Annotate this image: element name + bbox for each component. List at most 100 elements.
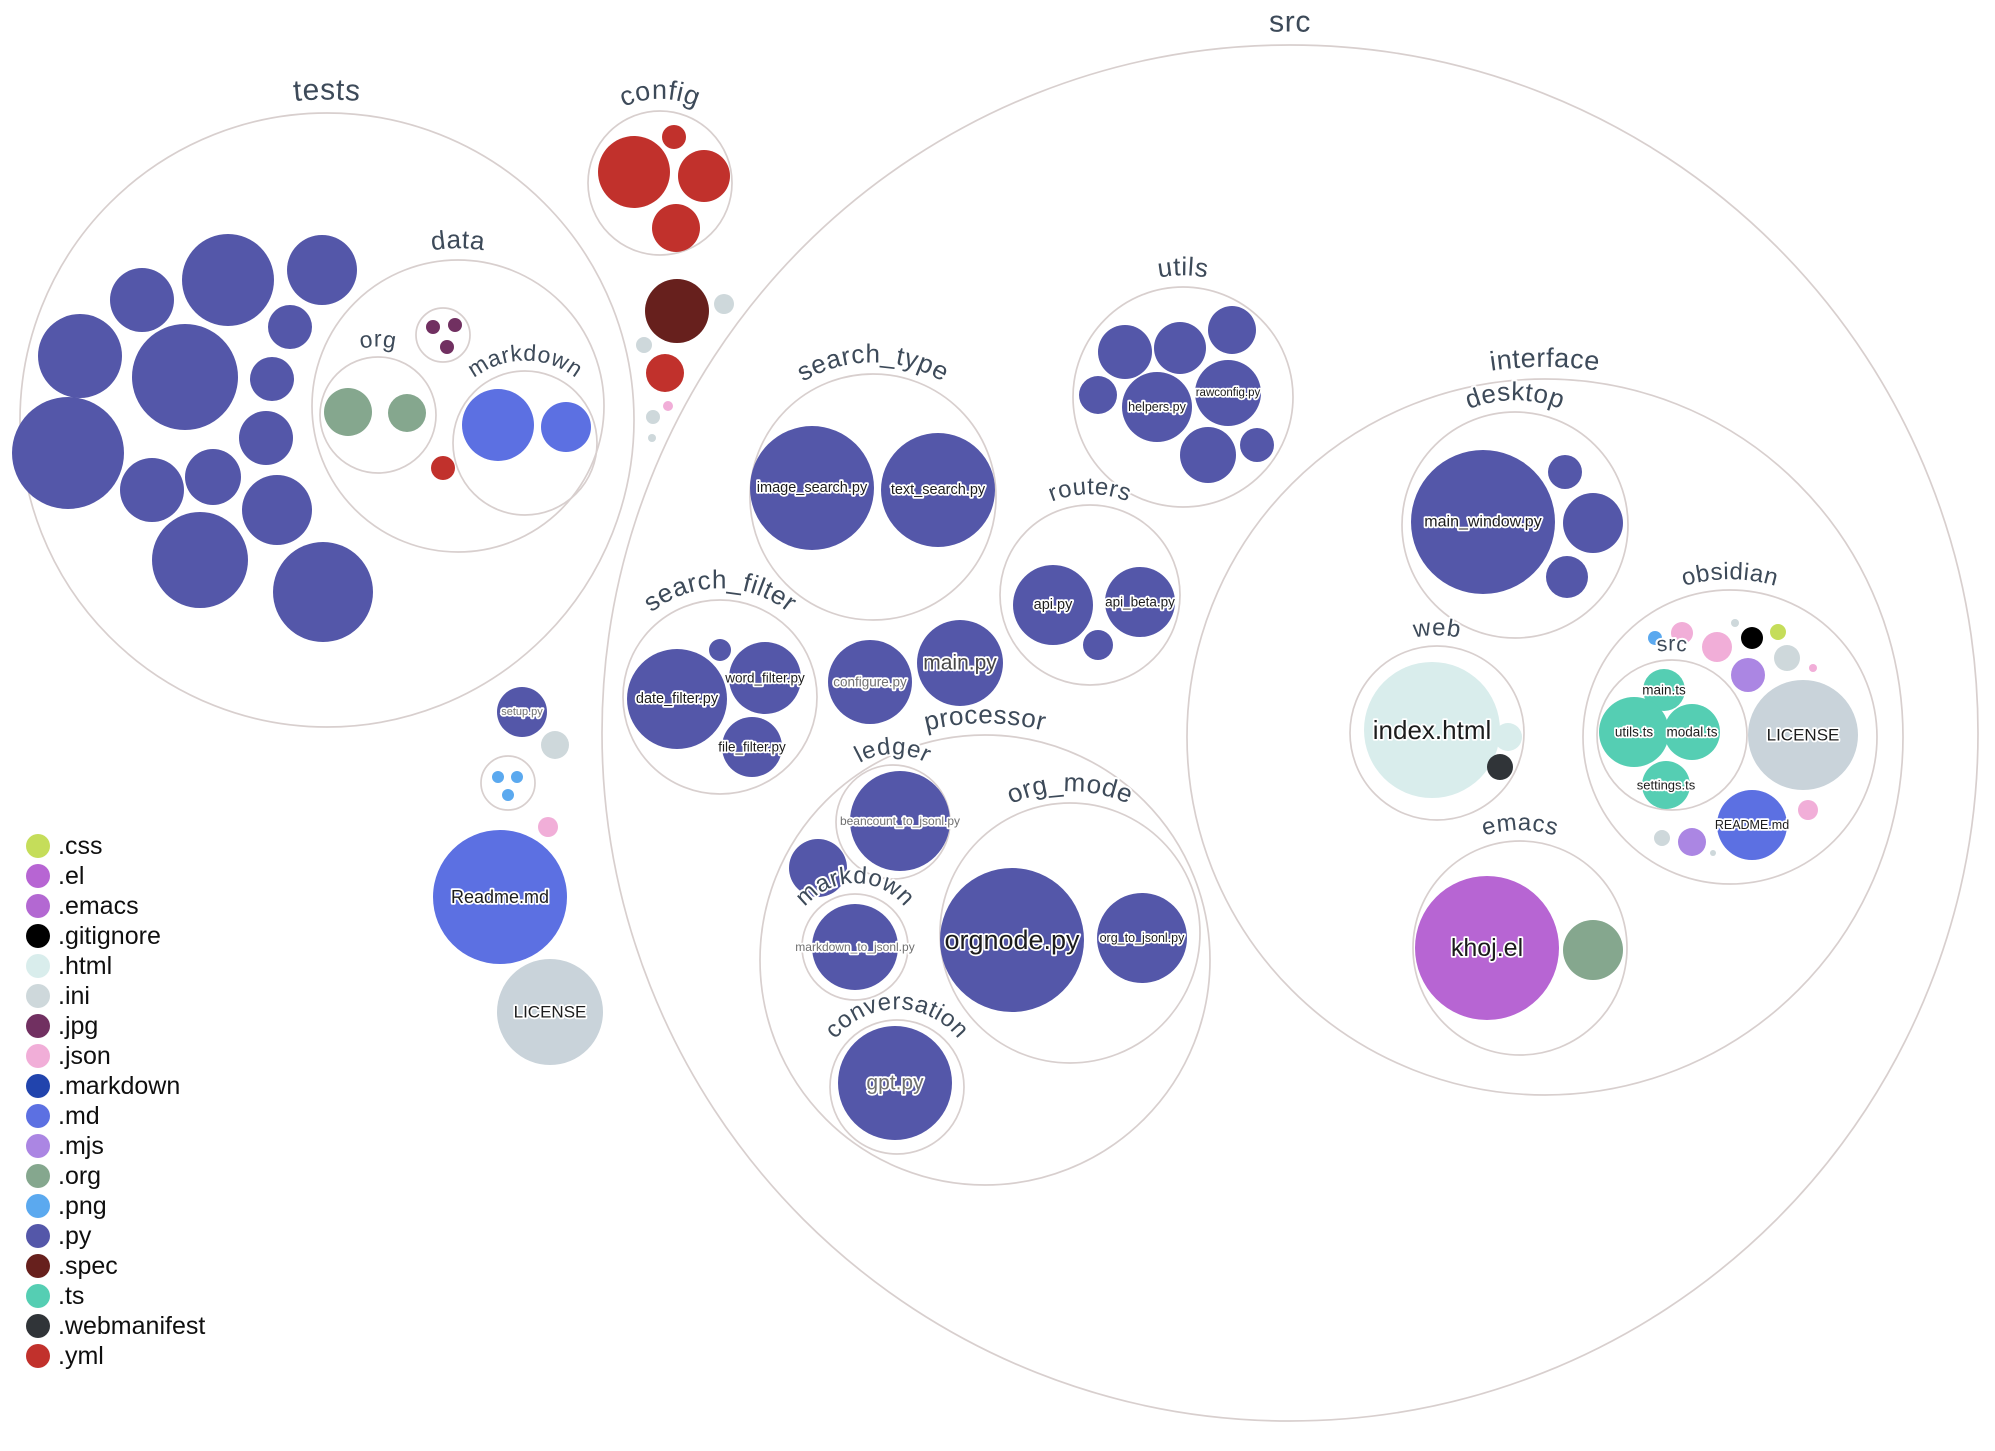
file-circle-py <box>789 839 847 897</box>
file-label-LICENSE: LICENSE <box>1767 726 1840 745</box>
file-circle-yml <box>662 125 686 149</box>
file-circle-ini <box>646 410 660 424</box>
legend-item-py: .py <box>26 1222 92 1250</box>
file-label-modal.ts: modal.ts <box>1666 725 1717 740</box>
folder-circle-jpg-folder <box>415 307 471 363</box>
file-circle-rawconfig.py <box>1195 360 1261 426</box>
file-circle-json <box>538 817 558 837</box>
file-circle-py <box>273 542 373 642</box>
file-circle-ini <box>636 337 652 353</box>
folder-label-src: src <box>1269 5 1311 38</box>
file-circle-ini <box>1774 645 1800 671</box>
folder-circle-processor <box>759 734 1211 1186</box>
file-circle-yml <box>652 204 700 252</box>
legend-label-json: .json <box>58 1042 111 1070</box>
file-circle-json <box>1809 664 1817 672</box>
file-circle-json <box>1798 800 1818 820</box>
file-circle-py <box>182 234 274 326</box>
folder-label-data: data <box>429 224 487 256</box>
folder-circle-search_filter <box>622 599 818 795</box>
legend-label-el: .el <box>58 862 84 890</box>
file-circle-configure.py <box>828 640 912 724</box>
file-circle-png <box>511 771 523 783</box>
legend-item-html: .html <box>26 952 112 980</box>
file-label-org_to_jsonl.py: org_to_jsonl.py <box>1100 931 1186 945</box>
legend-label-ini: .ini <box>58 982 90 1010</box>
legend-swatch-html <box>26 954 50 978</box>
folder-circle-processor-markdown <box>801 893 909 1001</box>
legend-swatch-png <box>26 1194 50 1218</box>
file-circle-py <box>12 397 124 509</box>
legend-swatch-mjs <box>26 1134 50 1158</box>
file-circle-ini <box>1710 850 1716 856</box>
file-label-text_search.py: text_search.py <box>891 482 986 498</box>
file-label-setup.py: setup.py <box>501 706 543 718</box>
file-circle-image_search.py <box>750 426 874 550</box>
legend-label-ts: .ts <box>58 1282 84 1310</box>
legend-swatch-webmanifest <box>26 1314 50 1338</box>
folder-label-routers: routers <box>1045 473 1135 507</box>
file-circle-py <box>242 475 312 545</box>
legend-item-spec: .spec <box>26 1252 118 1280</box>
file-circle-py <box>185 449 241 505</box>
file-label-utils.ts: utils.ts <box>1615 725 1654 740</box>
legend-item-ini: .ini <box>26 982 90 1010</box>
legend-swatch-py <box>26 1224 50 1248</box>
folder-label-data-markdown: markdown <box>463 339 588 382</box>
file-circle-api.py <box>1013 565 1093 645</box>
file-label-configure.py: configure.py <box>833 675 907 690</box>
file-circle-file_filter.py <box>722 717 782 777</box>
file-circle-settings.ts <box>1642 761 1690 809</box>
file-circle-mjs <box>1678 828 1706 856</box>
file-circle-py <box>709 639 731 661</box>
file-circles-layer <box>12 125 1858 1140</box>
file-circle-text_search.py <box>881 433 995 547</box>
legend-label-png: .png <box>58 1192 107 1220</box>
file-circle-py <box>1546 556 1588 598</box>
folder-circle-routers <box>999 504 1181 686</box>
file-label-README.md: README.md <box>1715 818 1789 832</box>
file-label-beancount_to_jsonl.py: beancount_to_jsonl.py <box>840 814 960 828</box>
file-circle-ini <box>541 731 569 759</box>
file-circle-png <box>1648 631 1662 645</box>
file-circle-beancount_to_jsonl.py <box>850 771 950 871</box>
folder-label-org: org <box>357 326 398 354</box>
file-circle-ini <box>648 434 656 442</box>
file-circle-yml <box>598 136 670 208</box>
legend-swatch-yml <box>26 1344 50 1368</box>
folder-circle-utils <box>1072 286 1294 508</box>
folder-circle-obsidian-src <box>1596 659 1748 811</box>
folder-circle-conversation <box>829 1019 965 1155</box>
legend-label-webmanifest: .webmanifest <box>58 1312 205 1340</box>
folder-label-processor: processor <box>921 699 1049 736</box>
legend-item-jpg: .jpg <box>26 1012 98 1040</box>
file-label-orgnode.py: orgnode.py <box>944 925 1080 955</box>
file-circle-README.md <box>1717 790 1787 860</box>
legend-label-spec: .spec <box>58 1252 118 1280</box>
legend-label-css: .css <box>58 832 102 860</box>
file-label-word_filter.py: word_filter.py <box>724 671 805 686</box>
folder-circle-ledger <box>835 764 951 880</box>
folder-label-search_filter: search_filter <box>637 564 803 617</box>
legend-item-json: .json <box>26 1042 111 1070</box>
folder-label-ledger: ledger <box>850 733 936 768</box>
file-label-file_filter.py: file_filter.py <box>718 740 786 755</box>
file-circle-spec <box>645 279 709 343</box>
file-circle-py <box>1180 427 1236 483</box>
file-label-main.py: main.py <box>923 652 997 675</box>
file-circle-py <box>120 458 184 522</box>
legend-label-jpg: .jpg <box>58 1012 98 1040</box>
file-label-index.html: index.html <box>1373 715 1492 745</box>
legend: .css.el.emacs.gitignore.html.ini.jpg.jso… <box>26 832 205 1370</box>
legend-swatch-jpg <box>26 1014 50 1038</box>
file-circle-index.html <box>1364 662 1500 798</box>
legend-item-el: .el <box>26 862 84 890</box>
legend-swatch-spec <box>26 1254 50 1278</box>
legend-label-emacs: .emacs <box>58 892 139 920</box>
folder-label-web: web <box>1410 614 1463 643</box>
legend-item-yml: .yml <box>26 1342 104 1370</box>
file-circle-py <box>110 268 174 332</box>
folder-circle-src <box>601 44 1979 1422</box>
file-circle-main_window.py <box>1411 450 1555 594</box>
legend-label-py: .py <box>58 1222 92 1250</box>
